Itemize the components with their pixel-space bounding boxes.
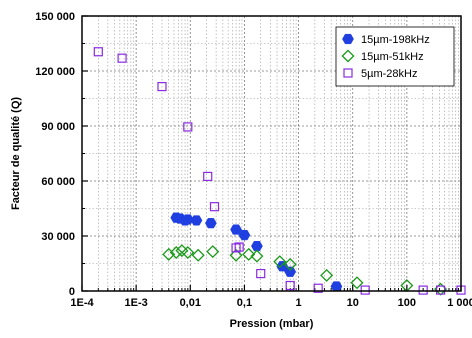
y-tick-label: 0 (69, 286, 75, 298)
y-tick-label: 60 000 (41, 176, 75, 188)
data-point (204, 218, 217, 229)
x-tick-label: 1 (296, 297, 302, 309)
data-point (203, 171, 213, 182)
data-point (229, 248, 243, 262)
data-point (436, 285, 446, 295)
data-point (330, 281, 343, 292)
x-tick-label: 10 (347, 297, 359, 309)
data-point (251, 240, 263, 252)
data-point (117, 53, 127, 63)
data-point (256, 268, 266, 279)
data-point (285, 280, 295, 291)
data-point (231, 243, 241, 253)
plot-frame (81, 15, 462, 292)
series-3 (93, 47, 466, 295)
legend-marker (341, 49, 355, 63)
x-tick-labels: 1E-4 1E-3 0,01 0,1 1 10 100 1 000 (70, 297, 472, 309)
data-point (93, 47, 103, 57)
data-point (242, 247, 256, 261)
data-point (284, 266, 297, 277)
data-point (181, 245, 195, 260)
legend-item: 15µm-198kHz (342, 33, 430, 46)
data-point (169, 245, 183, 260)
legend-label: 15µm-198kHz (361, 34, 430, 46)
x-tick-label: 0,01 (180, 297, 201, 309)
y-tick-label: 90 000 (41, 121, 75, 133)
legend-marker (342, 33, 354, 45)
data-point (360, 285, 370, 295)
x-tick-label: 1E-3 (125, 297, 148, 309)
data-point (238, 229, 251, 241)
y-axis-title: Facteur de qualité (Q) (10, 97, 22, 210)
data-point (320, 268, 334, 282)
x-axis-title: Pression (mbar) (230, 318, 314, 330)
x-tick-label: 100 (398, 297, 416, 309)
data-point (190, 215, 203, 226)
data-point (162, 247, 176, 261)
series-2 (162, 244, 448, 296)
data-point (209, 202, 220, 212)
data-point (313, 283, 323, 293)
y-tick-label: 150 000 (35, 11, 75, 23)
legend: 15µm-198kHz 15µm-51kHz 5µm-28kHz (335, 26, 455, 87)
legend-item: 15µm-51kHz (341, 49, 424, 63)
data-point (157, 81, 167, 92)
y-tick-label: 30 000 (41, 231, 75, 243)
legend-label: 5µm-28kHz (361, 68, 417, 80)
x-tick-label: 0,1 (237, 297, 252, 309)
series-1 (170, 212, 343, 292)
data-point (183, 122, 193, 132)
data-points (93, 47, 466, 296)
legend-label: 15µm-51kHz (361, 51, 424, 63)
x-tick-label: 1 000 (447, 297, 472, 309)
data-point (283, 257, 297, 271)
legend-item: 5µm-28kHz (343, 68, 417, 80)
legend-box (335, 26, 455, 87)
legend-marker (343, 68, 353, 78)
data-point (181, 214, 194, 225)
data-point (350, 276, 364, 290)
data-point (206, 245, 220, 259)
data-point (230, 224, 242, 235)
data-point (250, 249, 264, 263)
data-point (273, 255, 287, 269)
data-point (418, 285, 428, 295)
y-tick-labels: 0 30 000 60 000 90 000 120 000 150 000 (35, 11, 75, 298)
data-point (191, 248, 205, 262)
y-tick-label: 120 000 (35, 66, 75, 78)
x-tick-label: 1E-4 (70, 297, 94, 309)
data-point (234, 242, 244, 252)
